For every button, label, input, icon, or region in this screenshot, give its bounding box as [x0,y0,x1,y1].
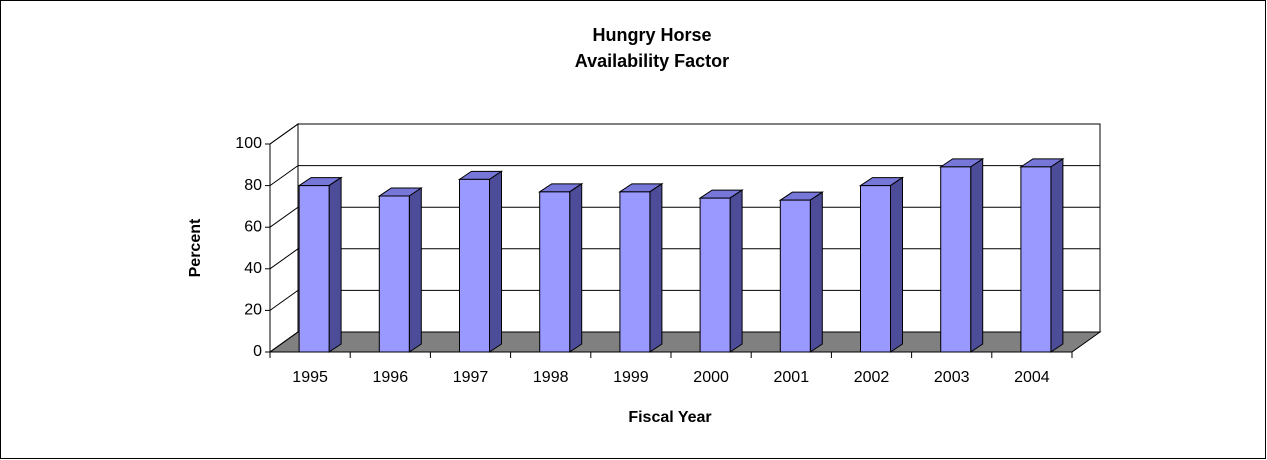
bar-face [328,176,342,353]
bar-face [539,191,571,353]
x-tick-label: 2002 [854,369,890,386]
y-tick-label: 40 [244,260,262,277]
y-axis-label: Percent [187,218,204,277]
y-tick-label: 80 [244,177,262,194]
x-tick-label: 1996 [373,369,409,386]
x-tick-label: 2000 [693,369,729,386]
grid-line [269,123,1100,145]
bar [618,182,664,353]
grid-line [269,165,1100,187]
bar [538,182,584,353]
bar [939,157,985,353]
bar-face [298,185,330,353]
x-tick-label: 1999 [613,369,649,386]
grid-line [269,206,1100,228]
y-tick-label: 60 [244,218,262,235]
y-tick-label: 20 [244,302,262,319]
bar-face [699,197,731,353]
y-tick-label: 100 [235,135,262,152]
y-tick-label: 0 [253,343,262,360]
bar [858,176,905,353]
x-tick-label: 2004 [1014,369,1050,386]
bar-face [649,182,663,353]
side-wall [269,123,299,353]
bar-face [378,195,410,353]
bar-face [459,178,490,353]
grid-line [269,289,1100,311]
bar [778,191,824,353]
chart-title: Hungry Horse [592,25,711,45]
bar [1019,157,1065,353]
x-tick-label: 1997 [453,369,489,386]
bar [297,176,343,353]
grid-line [269,331,1100,353]
bar-face [408,187,422,353]
x-tick-label: 2001 [774,369,810,386]
chart-title: Availability Factor [575,51,729,71]
bar [457,170,504,353]
grid-line [269,248,1100,270]
x-tick-label: 1998 [533,369,569,386]
bar-face [619,191,651,353]
bar-face [940,166,972,353]
bar-face [1050,157,1064,353]
bar-face [860,185,891,353]
bar-face [569,182,583,353]
bar-face [970,157,984,353]
x-tick-label: 1995 [292,369,328,386]
bar-face [779,199,811,353]
bar [377,187,423,353]
bar-face [489,170,502,353]
bar-face [729,189,743,353]
bar-face [809,191,823,353]
bar-face [1020,166,1052,353]
bar [698,189,744,353]
bar-face [890,176,903,353]
x-axis-label: Fiscal Year [628,409,711,426]
x-tick-label: 2003 [934,369,970,386]
